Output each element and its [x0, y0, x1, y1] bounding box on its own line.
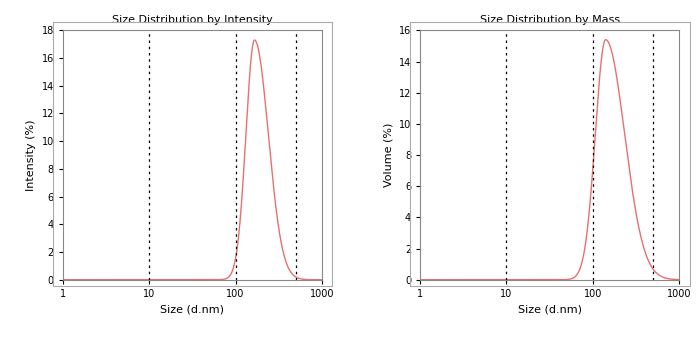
- Title: Size Distribution by Intensity: Size Distribution by Intensity: [112, 16, 273, 25]
- Y-axis label: Volume (%): Volume (%): [383, 123, 393, 187]
- Title: Size Distribution by Mass: Size Distribution by Mass: [480, 16, 620, 25]
- X-axis label: Size (d.nm): Size (d.nm): [160, 304, 225, 314]
- X-axis label: Size (d.nm): Size (d.nm): [517, 304, 582, 314]
- Y-axis label: Intensity (%): Intensity (%): [26, 119, 36, 191]
